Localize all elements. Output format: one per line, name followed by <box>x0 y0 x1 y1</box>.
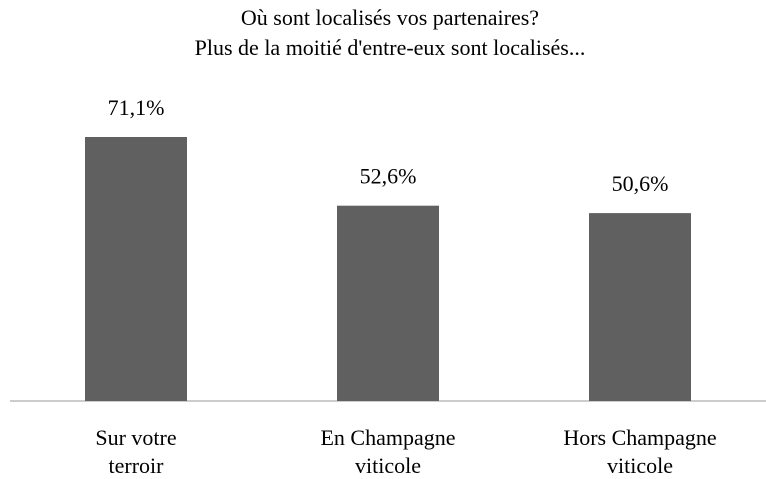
bar <box>85 137 187 401</box>
bar <box>337 205 439 401</box>
bar <box>589 213 691 401</box>
x-tick-label: En Champagne viticole <box>320 425 455 478</box>
x-tick-label: Sur votre terroir <box>95 425 176 478</box>
chart-subtitle: Plus de la moitié d'entre-eux sont local… <box>195 35 586 60</box>
data-label: 71,1% <box>108 95 165 120</box>
data-label: 50,6% <box>612 171 669 196</box>
chart-title: Où sont localisés vos partenaires? <box>241 5 539 30</box>
data-label: 52,6% <box>360 164 417 189</box>
x-tick-label: Hors Champagne viticole <box>563 425 716 478</box>
